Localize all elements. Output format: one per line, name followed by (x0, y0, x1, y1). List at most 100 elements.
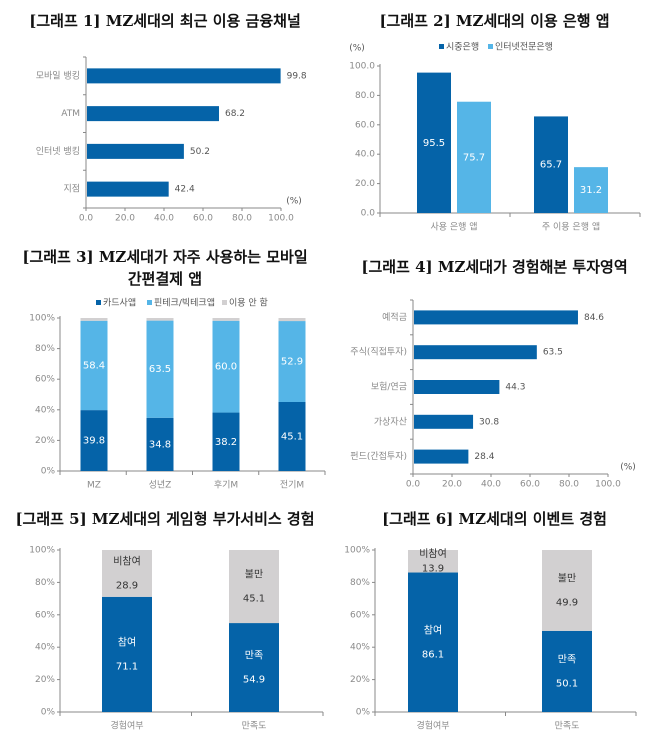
y-tick-label: 40% (35, 405, 55, 415)
y-tick-label: 40% (35, 643, 55, 653)
bar (87, 106, 219, 122)
value-label: 45.1 (243, 594, 265, 605)
value-label: 13.9 (422, 564, 444, 575)
y-tick-label: 60% (35, 610, 55, 620)
legend-label: 인터넷전문은행 (495, 41, 553, 53)
category-label: 가상자산 (374, 416, 407, 427)
value-label: 65.7 (540, 160, 562, 171)
legend-label: 이용 안 함 (229, 298, 268, 309)
category-label: 보험/연금 (371, 382, 407, 393)
bar (414, 449, 469, 464)
bar-segment (212, 318, 240, 321)
bar-segment (80, 320, 108, 411)
value-label: 75.7 (463, 152, 485, 163)
value-label: 28.9 (116, 580, 138, 591)
y-tick-label: 80% (350, 578, 370, 588)
x-tick-label: 0.0 (79, 214, 94, 224)
bar (414, 310, 578, 325)
y-tick-label: 40.0 (355, 150, 375, 160)
x-tick-label: 80.0 (232, 214, 252, 224)
category-label: 만족도 (242, 721, 267, 732)
segment-name-label: 참여 (424, 624, 442, 636)
y-tick-label: 0% (41, 708, 56, 718)
bar-segment (229, 550, 279, 624)
y-tick-label: 100.0 (349, 62, 375, 72)
y-tick-label: 100% (29, 546, 55, 556)
unit-label: (%) (620, 463, 636, 473)
value-label: 84.6 (584, 313, 604, 323)
bar-segment (408, 572, 458, 712)
chart-3-title-line-2: 간편결제 앱 (127, 270, 203, 288)
bar-segment (278, 401, 306, 471)
category-label: 경험여부 (416, 720, 449, 732)
x-tick-label: 80.0 (559, 480, 579, 490)
value-label: 86.1 (422, 649, 444, 660)
chart-2-title: [그래프 2] MZ세대의 이용 은행 앱 (379, 12, 610, 30)
x-tick-label: 60.0 (520, 480, 540, 490)
category-label: MZ (87, 481, 101, 491)
category-label: 경험여부 (110, 720, 143, 732)
bar-segment (229, 623, 279, 712)
bar-segment (80, 410, 108, 471)
bar-segment (542, 550, 592, 631)
value-label: 99.8 (287, 71, 307, 81)
bar-segment (212, 320, 240, 413)
bar-segment (146, 320, 174, 418)
value-label: 45.1 (281, 431, 303, 442)
value-label: 31.2 (580, 185, 602, 196)
bar-segment (80, 318, 108, 321)
bar-segment (278, 318, 306, 322)
x-tick-label: 100.0 (595, 480, 621, 490)
bar-segment (102, 596, 152, 712)
x-tick-label: 60.0 (193, 214, 213, 224)
segment-name-label: 불만 (245, 569, 263, 581)
category-label: 예적금 (382, 311, 407, 323)
legend-label: 카드사앱 (103, 297, 136, 309)
legend-label: 시중은행 (446, 41, 479, 53)
y-tick-label: 40% (350, 643, 370, 653)
category-label: 후기M (214, 480, 238, 491)
segment-name-label: 만족 (558, 653, 576, 665)
x-tick-label: 20.0 (115, 214, 135, 224)
category-label: 사용 은행 앱 (430, 221, 477, 233)
y-tick-label: 20% (35, 436, 55, 446)
bar-segment (278, 321, 306, 402)
unit-label: (%) (286, 197, 302, 207)
segment-name-label: 비참여 (419, 548, 447, 560)
y-tick-label: 0% (356, 708, 371, 718)
segment-name-label: 참여 (118, 636, 136, 648)
legend-swatch (439, 44, 444, 49)
value-label: 52.9 (281, 357, 303, 368)
category-label: 주식(직접투자) (350, 346, 407, 358)
value-label: 39.8 (83, 436, 105, 447)
value-label: 63.5 (149, 364, 171, 375)
segment-name-label: 만족 (245, 650, 263, 662)
category-label: 만족도 (555, 721, 580, 732)
category-label: 지점 (63, 183, 80, 195)
unit-label: (%) (349, 44, 365, 54)
bar-segment (212, 412, 240, 471)
bar (417, 72, 451, 214)
bar-segment (102, 550, 152, 597)
segment-name-label: 불만 (558, 572, 576, 584)
legend-swatch (96, 300, 101, 305)
value-label: 71.1 (116, 661, 138, 672)
y-tick-label: 100% (344, 546, 370, 556)
value-label: 28.4 (474, 452, 494, 462)
bar (87, 68, 281, 84)
legend-label: 핀테크/빅테크앱 (154, 297, 215, 309)
bar (534, 116, 568, 213)
segment-name-label: 비참여 (113, 555, 141, 567)
bar (457, 101, 491, 213)
bar-segment (146, 318, 174, 321)
value-label: 68.2 (225, 109, 245, 119)
x-tick-label: 20.0 (442, 480, 462, 490)
category-label: 펀드(간접투자) (350, 450, 407, 462)
chart-1-title: [그래프 1] MZ세대의 최근 이용 금융채널 (29, 12, 301, 30)
y-tick-label: 80% (35, 578, 55, 588)
x-tick-label: 0.0 (406, 480, 421, 490)
value-label: 58.4 (83, 360, 105, 371)
y-tick-label: 60% (35, 375, 55, 385)
